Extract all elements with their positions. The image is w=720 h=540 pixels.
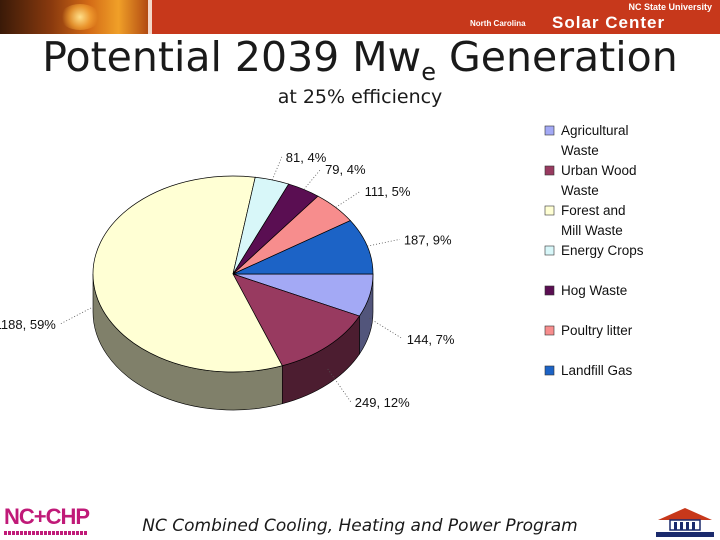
nc-chp-logo-text: NC+CHP bbox=[4, 504, 90, 529]
pie-data-labels: 144, 7% 249, 12% 1188, 59% 81, 4%79, 4% 111,… bbox=[0, 150, 455, 410]
top-banner: NC State University North Carolina Solar… bbox=[0, 0, 720, 34]
pie-label-poultry-litter: 111, 5% bbox=[365, 184, 411, 199]
pie-leader-energy-crops bbox=[271, 156, 283, 181]
legend-label-forest-and-mill-waste: Forest and Mill Waste bbox=[561, 203, 626, 238]
banner-program-prefix: North Carolina bbox=[470, 19, 526, 28]
pie-label-agricultural-waste: 144, 7% bbox=[407, 332, 455, 347]
nc-chp-logo: NC+CHP bbox=[4, 505, 90, 539]
legend-swatch-forest-and-mill-waste bbox=[544, 205, 555, 216]
banner-university: NC State University bbox=[628, 2, 712, 12]
legend-label-agricultural-waste: Agricultural Waste bbox=[561, 123, 629, 158]
legend-swatch-hog-waste bbox=[544, 285, 555, 296]
pie-leader-hog-waste bbox=[303, 168, 322, 190]
title-main: Potential 2039 Mw bbox=[42, 33, 422, 81]
footer-program-name: NC Combined Cooling, Heating and Power P… bbox=[142, 516, 578, 536]
legend-label-poultry-litter: Poultry litter bbox=[561, 323, 633, 338]
pie-label-hog-waste: 79, 4% bbox=[325, 162, 366, 177]
legend-label-hog-waste: Hog Waste bbox=[561, 283, 627, 298]
banner-solar-photo bbox=[0, 0, 148, 34]
pie-label-landfill-gas: 187, 9% bbox=[404, 232, 452, 247]
banner-program-name: Solar Center bbox=[552, 13, 666, 32]
nc-chp-logo-tagline bbox=[4, 531, 88, 535]
solar-center-house-logo-icon bbox=[656, 508, 714, 537]
title-subscript: e bbox=[421, 58, 436, 86]
legend-label-landfill-gas: Landfill Gas bbox=[561, 363, 633, 378]
page-title: Potential 2039 Mwe Generation bbox=[0, 34, 720, 95]
legend-label-energy-crops: Energy Crops bbox=[561, 243, 644, 258]
pie-leader-forest-and-mill-waste bbox=[59, 306, 94, 325]
legend-swatch-urban-wood-waste bbox=[544, 165, 555, 176]
pie-slice-forest-and-mill-waste bbox=[92, 175, 283, 373]
page-subtitle: at 25% efficiency bbox=[277, 86, 443, 108]
pie-leader-landfill-gas bbox=[367, 238, 400, 247]
legend-swatch-landfill-gas bbox=[544, 365, 555, 376]
legend-label-urban-wood-waste: Urban Wood Waste bbox=[561, 163, 637, 198]
pie-slice-urban-wood-waste bbox=[232, 273, 360, 367]
pie-label-energy-crops: 81, 4% bbox=[286, 150, 327, 165]
legend-swatch-poultry-litter bbox=[544, 325, 555, 336]
pie-leader-urban-wood-waste bbox=[327, 368, 352, 403]
pie-slices bbox=[92, 175, 374, 373]
legend-swatch-energy-crops bbox=[544, 245, 555, 256]
pie-leader-agricultural-waste bbox=[369, 318, 403, 340]
pie-label-forest-and-mill-waste: 1188, 59% bbox=[0, 317, 56, 332]
chart-legend: Agricultural Waste Urban Wood Waste Forest a… bbox=[544, 123, 644, 378]
pie-leader-poultry-litter bbox=[335, 190, 361, 208]
pie-sides bbox=[92, 273, 374, 411]
legend-swatch-agricultural-waste bbox=[544, 125, 555, 136]
pie-label-urban-wood-waste: 249, 12% bbox=[355, 395, 410, 410]
title-suffix: Generation bbox=[449, 33, 678, 81]
banner-divider bbox=[148, 0, 152, 34]
pie-slice-landfill-gas bbox=[232, 220, 374, 275]
